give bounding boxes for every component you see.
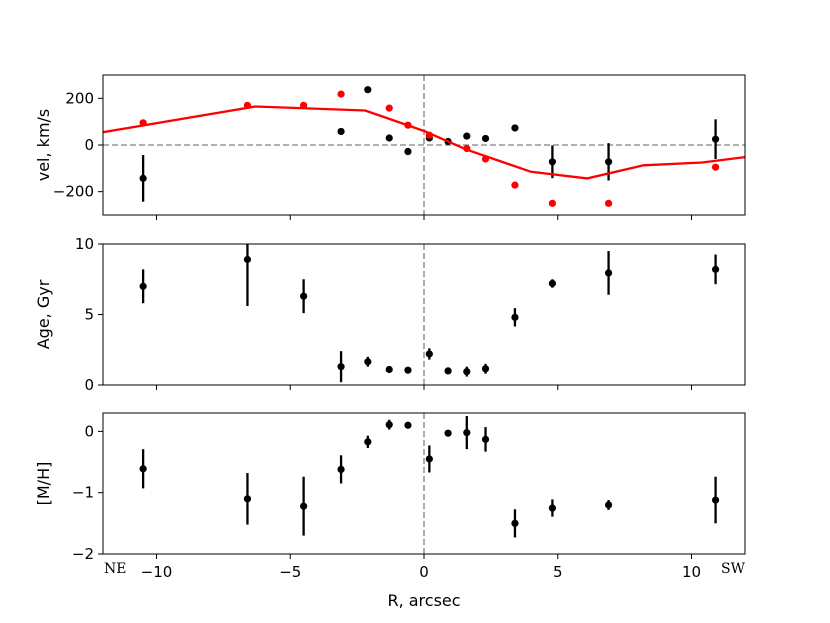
y-tick-label: 10 xyxy=(75,235,94,253)
corner-label-ne: NE xyxy=(104,561,126,577)
y-axis-label: [M/H] xyxy=(34,462,53,506)
data-point xyxy=(511,519,519,527)
x-tick-label: 0 xyxy=(419,563,429,581)
data-point xyxy=(425,350,433,358)
data-point xyxy=(481,134,490,143)
data-point xyxy=(481,365,490,373)
data-point xyxy=(548,504,557,512)
red-point xyxy=(511,181,519,189)
data-point xyxy=(481,435,490,443)
data-point xyxy=(139,282,147,290)
data-point xyxy=(425,455,433,463)
data-point xyxy=(711,496,720,504)
data-point xyxy=(300,292,308,300)
data-point xyxy=(337,363,345,371)
y-axis-label: Age, Gyr xyxy=(34,279,53,349)
data-point xyxy=(463,429,471,437)
data-point xyxy=(711,265,720,273)
metallicity-panel: −10 −5 0 5 10−2−10[M/H]R, arcsec xyxy=(34,412,746,610)
y-tick-label: −200 xyxy=(53,183,94,201)
x-tick-label: −10 xyxy=(141,563,173,581)
data-point xyxy=(444,429,452,437)
y-tick-label: 0 xyxy=(84,136,94,154)
data-point xyxy=(139,465,147,473)
axes-frame xyxy=(102,74,746,216)
y-tick-label: 200 xyxy=(65,89,94,107)
data-point xyxy=(337,465,345,473)
y-tick-label: −1 xyxy=(72,484,94,502)
data-point xyxy=(243,255,252,264)
data-point xyxy=(604,269,613,277)
x-axis-label: R, arcsec xyxy=(387,591,460,610)
corner-label-sw: SW xyxy=(721,561,746,577)
data-point xyxy=(385,421,393,429)
data-point xyxy=(364,438,372,446)
y-tick-label: 0 xyxy=(84,376,94,394)
y-axis-label: vel, km/s xyxy=(34,109,53,182)
y-tick-label: −2 xyxy=(72,545,94,563)
red-point xyxy=(385,104,393,112)
y-tick-label: 0 xyxy=(84,422,94,440)
data-point xyxy=(404,366,412,374)
data-point xyxy=(364,86,372,94)
red-point xyxy=(337,90,345,98)
data-point xyxy=(548,279,557,288)
axes-frame xyxy=(102,243,746,386)
data-point xyxy=(243,495,252,503)
data-point xyxy=(385,134,393,142)
red-point xyxy=(604,199,613,207)
x-tick-label: 5 xyxy=(553,563,563,581)
axes-frame xyxy=(102,412,746,555)
data-point xyxy=(404,147,412,156)
age-panel: 0 5 10 Age, Gyr xyxy=(34,235,746,394)
data-point xyxy=(604,501,613,509)
data-point xyxy=(604,158,613,166)
data-layer xyxy=(103,86,745,207)
data-point xyxy=(300,502,308,510)
x-tick-label: 10 xyxy=(682,563,701,581)
data-point xyxy=(444,367,452,375)
red-point xyxy=(548,199,557,207)
model-line xyxy=(103,105,745,180)
data-point xyxy=(139,174,147,182)
data-point xyxy=(337,127,345,136)
data-point xyxy=(711,135,720,143)
x-tick-label: −5 xyxy=(279,563,301,581)
data-point xyxy=(463,132,471,140)
data-point xyxy=(364,358,372,366)
data-layer xyxy=(139,416,720,538)
data-point xyxy=(548,158,557,166)
red-point xyxy=(711,163,720,171)
data-layer xyxy=(139,244,720,383)
y-tick-label: 5 xyxy=(84,306,94,324)
data-point xyxy=(511,124,519,132)
data-point xyxy=(511,313,519,321)
data-point xyxy=(385,365,393,374)
data-point xyxy=(404,421,412,429)
velocity-panel: −200 0 200 vel, km/s xyxy=(34,74,746,220)
data-point xyxy=(463,368,471,376)
